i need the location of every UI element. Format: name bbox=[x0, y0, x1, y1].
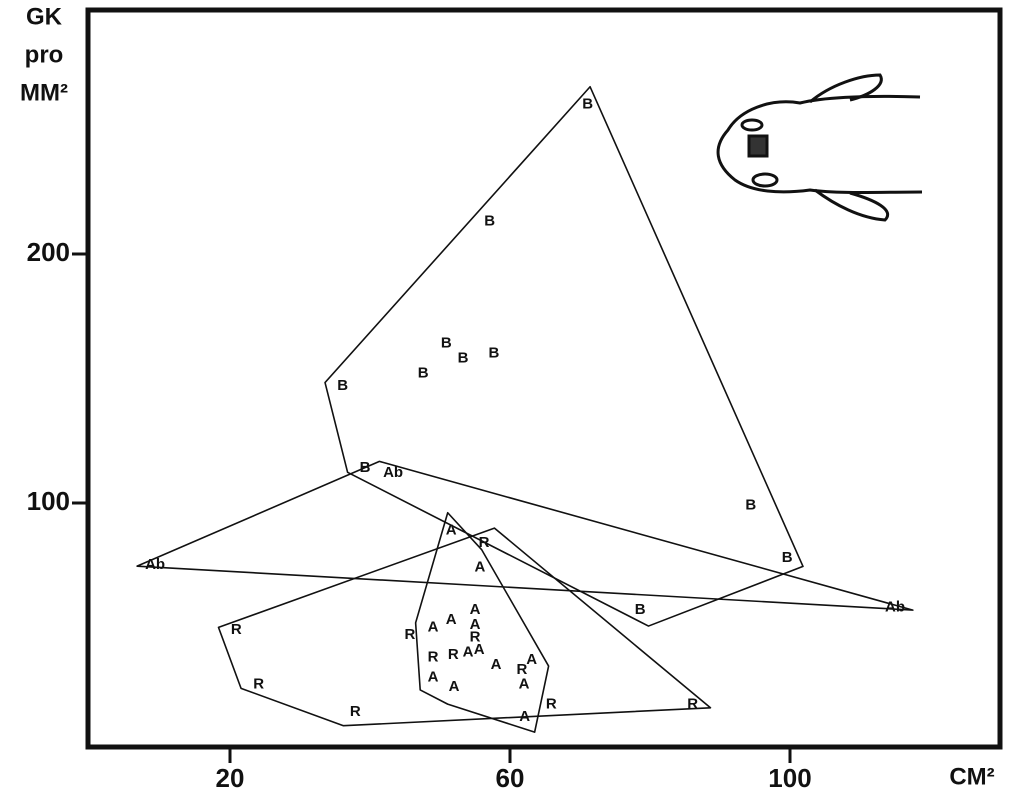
point-marker: A bbox=[463, 643, 474, 660]
point-marker: A bbox=[449, 678, 460, 695]
y-axis-label: GK bbox=[26, 3, 63, 30]
point-marker: A bbox=[491, 656, 502, 673]
group-outline bbox=[218, 528, 710, 726]
point-marker: B bbox=[418, 364, 429, 381]
point-marker: A bbox=[446, 521, 457, 538]
point-marker: B bbox=[488, 345, 499, 362]
point-marker: R bbox=[479, 534, 490, 551]
point-marker: A bbox=[446, 611, 457, 628]
point-marker: Ab bbox=[885, 599, 905, 616]
point-marker: R bbox=[253, 676, 264, 693]
point-marker: R bbox=[231, 621, 242, 638]
point-marker: B bbox=[458, 350, 469, 367]
point-marker: R bbox=[448, 646, 459, 663]
point-marker: A bbox=[519, 676, 530, 693]
x-tick-label: 60 bbox=[496, 763, 525, 793]
plot-frame bbox=[88, 10, 1000, 747]
x-axis-label: CM² bbox=[949, 763, 994, 790]
point-marker: B bbox=[582, 96, 593, 113]
point-marker: R bbox=[546, 696, 557, 713]
point-marker: R bbox=[687, 696, 698, 713]
y-tick-label: 200 bbox=[27, 237, 70, 267]
point-marker: B bbox=[441, 335, 452, 352]
point-marker: Ab bbox=[383, 464, 403, 481]
point-marker: A bbox=[428, 618, 439, 635]
point-marker: R bbox=[428, 648, 439, 665]
point-marker: A bbox=[428, 668, 439, 685]
point-marker: R bbox=[350, 703, 361, 720]
point-marker: A bbox=[474, 559, 485, 576]
point-marker: A bbox=[526, 651, 537, 668]
fish-icon bbox=[718, 75, 922, 220]
y-axis-label: pro bbox=[25, 41, 64, 68]
point-marker: R bbox=[404, 626, 415, 643]
point-marker: Ab bbox=[145, 556, 165, 573]
group-outline bbox=[325, 87, 803, 626]
point-marker: B bbox=[484, 213, 495, 230]
x-tick-label: 100 bbox=[768, 763, 811, 793]
point-marker: B bbox=[782, 549, 793, 566]
group-outline bbox=[137, 461, 913, 610]
point-marker: B bbox=[745, 496, 756, 513]
point-marker: R bbox=[470, 628, 481, 645]
point-marker: B bbox=[635, 601, 646, 618]
chart: 1002002060100GKproMM²CM²BBBBBBBBBBBAbAbA… bbox=[0, 0, 1012, 795]
x-tick-label: 20 bbox=[216, 763, 245, 793]
point-marker: R bbox=[516, 661, 527, 678]
point-marker: B bbox=[337, 377, 348, 394]
y-tick-label: 100 bbox=[27, 486, 70, 516]
y-axis-label: MM² bbox=[20, 79, 68, 106]
